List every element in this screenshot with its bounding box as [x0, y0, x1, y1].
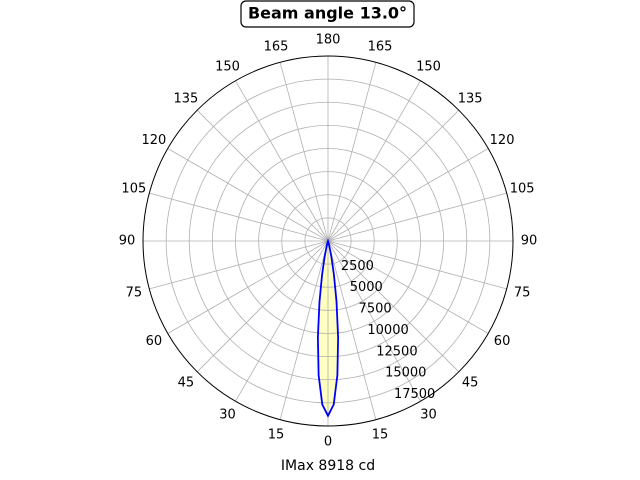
theta-tick-label: 150: [215, 59, 240, 74]
polar-frame: [142, 55, 514, 427]
grid-spoke: [149, 192, 329, 242]
r-tick-label: 5000: [350, 280, 383, 295]
grid-spoke: [327, 240, 507, 290]
grid-spoke: [279, 62, 329, 242]
r-tick-label: 17500: [394, 387, 435, 402]
r-tick-label: 7500: [359, 302, 392, 317]
grid-spoke: [196, 240, 329, 373]
theta-tick-label: 0: [324, 435, 332, 450]
theta-tick-label: 120: [490, 133, 515, 148]
beam-line: [316, 238, 340, 418]
chart-title: Beam angle 13.0°: [248, 4, 407, 23]
grid-spoke: [327, 240, 460, 373]
r-tick-label: 10000: [367, 323, 408, 338]
x-axis-label: IMax 8918 cd: [281, 458, 375, 474]
title-box: [240, 0, 415, 28]
grid-spoke: [279, 240, 329, 420]
theta-tick-label: 75: [514, 286, 531, 301]
grid-spoke: [327, 240, 377, 420]
r-tick-label: 12500: [376, 344, 417, 359]
theta-tick-label: 90: [521, 234, 538, 249]
theta-tick-label: 105: [121, 181, 146, 196]
grid-spoke: [235, 80, 329, 242]
grid-spoke: [327, 240, 421, 402]
grid-spoke: [196, 109, 329, 242]
theta-tick-label: 120: [142, 133, 167, 148]
grid-spoke: [327, 80, 421, 242]
theta-tick-label: 135: [458, 91, 483, 106]
theta-tick-label: 45: [462, 376, 479, 391]
theta-tick-label: 30: [219, 408, 236, 423]
theta-tick-label: 45: [178, 376, 195, 391]
grid-spoke: [327, 192, 507, 242]
theta-tick-label: 30: [420, 408, 437, 423]
theta-tick-label: 150: [416, 59, 441, 74]
grid-spoke: [327, 62, 377, 242]
r-tick-label: 15000: [385, 366, 426, 381]
grid-spoke: [235, 240, 329, 402]
theta-tick-label: 75: [126, 286, 143, 301]
grid-spoke: [167, 148, 329, 242]
grid-spoke: [327, 240, 489, 334]
theta-tick-label: 105: [510, 181, 535, 196]
theta-tick-label: 165: [368, 39, 393, 54]
grid-spoke: [327, 148, 489, 242]
theta-tick-label: 15: [372, 428, 389, 443]
grid-spoke: [149, 240, 329, 290]
theta-tick-label: 165: [264, 39, 289, 54]
theta-tick-label: 90: [119, 234, 136, 249]
grid-spoke: [167, 240, 329, 334]
theta-tick-label: 135: [173, 91, 198, 106]
theta-tick-label: 180: [316, 33, 341, 48]
r-tick-label: 2500: [341, 259, 374, 274]
theta-tick-label: 60: [146, 334, 163, 349]
theta-tick-label: 60: [494, 334, 511, 349]
grid-spoke: [327, 109, 460, 242]
theta-tick-label: 15: [268, 428, 285, 443]
